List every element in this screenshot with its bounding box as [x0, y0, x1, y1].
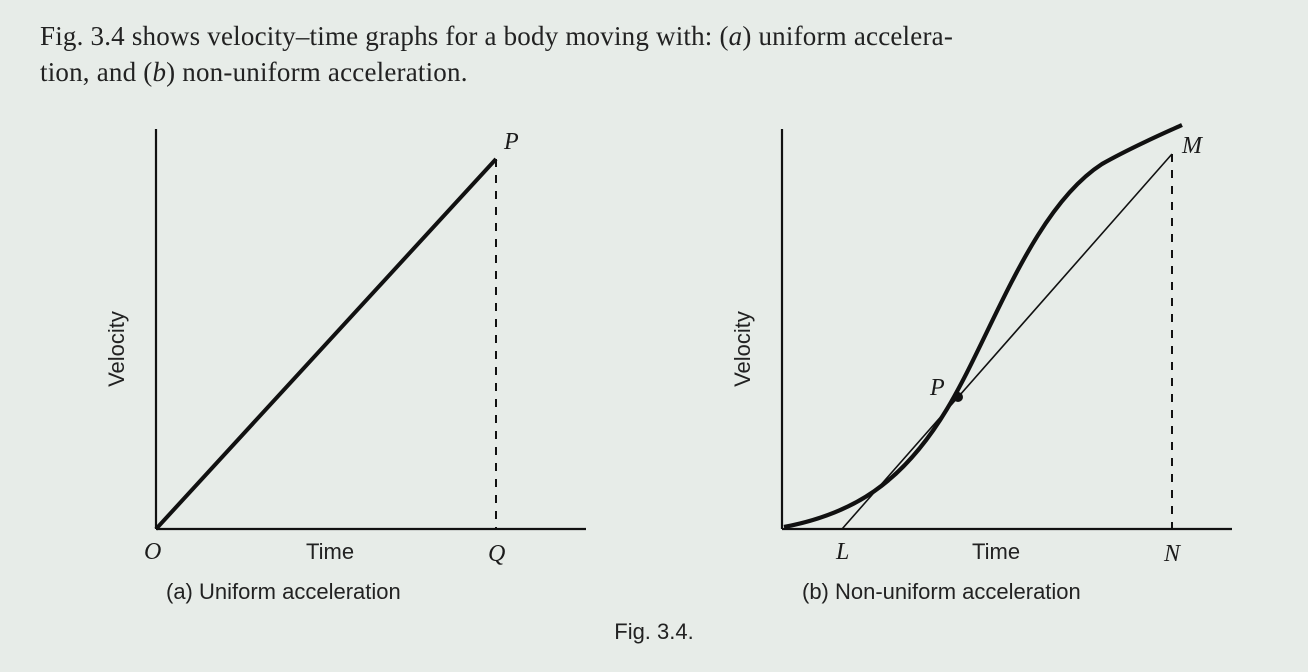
chart-b-label-M: M	[1181, 133, 1204, 159]
chart-a-subcaption: (a) Uniform acceleration	[166, 579, 401, 604]
caption-text-4: ) non-uniform acceleration.	[166, 57, 468, 87]
chart-a-line	[156, 159, 496, 529]
chart-a-label-O: O	[144, 539, 161, 565]
chart-a-cell: Velocity Time O P Q (a) Uniform accelera…	[36, 99, 642, 619]
chart-b-label-P: P	[929, 375, 945, 401]
chart-b-point-P	[953, 392, 963, 402]
chart-a-y-label: Velocity	[104, 311, 129, 387]
caption-b: b	[152, 57, 166, 87]
chart-b-y-label: Velocity	[730, 311, 755, 387]
charts-row: Velocity Time O P Q (a) Uniform accelera…	[36, 99, 1272, 619]
chart-b-cell: Velocity Time L N M P (b) Non-uniform ac…	[642, 99, 1272, 619]
chart-a-svg: Velocity Time O P Q (a) Uniform accelera…	[46, 99, 606, 619]
chart-b-subcaption: (b) Non-uniform acceleration	[802, 579, 1081, 604]
chart-b-svg: Velocity Time L N M P (b) Non-uniform ac…	[672, 99, 1272, 619]
caption-text-1: Fig. 3.4 shows velocity–time graphs for …	[40, 21, 729, 51]
chart-b-x-label: Time	[972, 539, 1020, 564]
chart-b-label-L: L	[835, 539, 849, 565]
chart-a-label-P: P	[503, 129, 519, 155]
caption-text-2: ) uniform accelera-	[742, 21, 953, 51]
figure-page: Fig. 3.4 shows velocity–time graphs for …	[0, 0, 1308, 672]
chart-b-label-N: N	[1163, 541, 1182, 567]
chart-b-curve	[784, 125, 1182, 527]
chart-a-x-label: Time	[306, 539, 354, 564]
caption-a: a	[729, 21, 743, 51]
chart-a-label-Q: Q	[488, 541, 505, 567]
figure-caption: Fig. 3.4 shows velocity–time graphs for …	[40, 18, 1268, 91]
caption-text-3: tion, and (	[40, 57, 152, 87]
chart-b-tangent	[842, 154, 1172, 529]
figure-number: Fig. 3.4.	[36, 619, 1272, 645]
